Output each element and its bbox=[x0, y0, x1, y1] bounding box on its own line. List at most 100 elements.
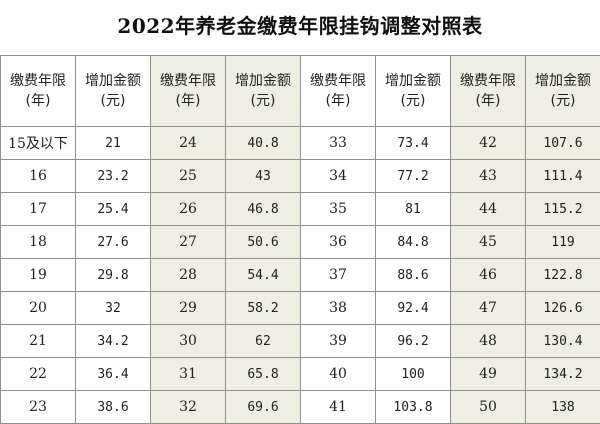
header-amount-label: 增加金额 bbox=[376, 71, 450, 91]
years-cell: 30 bbox=[151, 325, 226, 358]
amount-cell: 103.8 bbox=[376, 391, 451, 424]
header-amount-label: 增加金额 bbox=[76, 71, 150, 91]
amount-cell: 77.2 bbox=[376, 160, 451, 193]
table-row: 20 32 29 58.2 38 92.4 47 126.6 bbox=[1, 292, 600, 325]
years-cell: 49 bbox=[451, 358, 526, 391]
table-row: 17 25.4 26 46.8 35 81 44 115.2 bbox=[1, 193, 600, 226]
amount-cell: 73.4 bbox=[376, 127, 451, 160]
years-cell: 20 bbox=[1, 292, 76, 325]
amount-cell: 100 bbox=[376, 358, 451, 391]
amount-cell: 58.2 bbox=[226, 292, 301, 325]
header-years: 缴费年限(年) bbox=[301, 56, 376, 127]
years-cell: 38 bbox=[301, 292, 376, 325]
amount-cell: 119 bbox=[526, 226, 600, 259]
header-amount: 增加金额(元) bbox=[526, 56, 600, 127]
amount-cell: 134.2 bbox=[526, 358, 600, 391]
years-cell: 42 bbox=[451, 127, 526, 160]
amount-cell: 122.8 bbox=[526, 259, 600, 292]
amount-cell: 107.6 bbox=[526, 127, 600, 160]
years-cell: 37 bbox=[301, 259, 376, 292]
years-cell: 35 bbox=[301, 193, 376, 226]
header-amount-unit: (元) bbox=[526, 91, 600, 111]
amount-cell: 69.6 bbox=[226, 391, 301, 424]
years-cell: 31 bbox=[151, 358, 226, 391]
amount-cell: 84.8 bbox=[376, 226, 451, 259]
header-years: 缴费年限(年) bbox=[451, 56, 526, 127]
amount-cell: 50.6 bbox=[226, 226, 301, 259]
years-cell: 19 bbox=[1, 259, 76, 292]
table-row: 19 29.8 28 54.4 37 88.6 46 122.8 bbox=[1, 259, 600, 292]
years-cell: 33 bbox=[301, 127, 376, 160]
years-cell: 18 bbox=[1, 226, 76, 259]
header-amount: 增加金额(元) bbox=[376, 56, 451, 127]
years-cell: 25 bbox=[151, 160, 226, 193]
years-cell: 50 bbox=[451, 391, 526, 424]
amount-cell: 23.2 bbox=[76, 160, 151, 193]
years-cell: 23 bbox=[1, 391, 76, 424]
years-cell: 24 bbox=[151, 127, 226, 160]
years-cell: 43 bbox=[451, 160, 526, 193]
amount-cell: 65.8 bbox=[226, 358, 301, 391]
amount-cell: 32 bbox=[76, 292, 151, 325]
amount-cell: 36.4 bbox=[76, 358, 151, 391]
amount-cell: 29.8 bbox=[76, 259, 151, 292]
header-years-label: 缴费年限 bbox=[151, 71, 225, 91]
header-amount-unit: (元) bbox=[376, 91, 450, 111]
amount-cell: 92.4 bbox=[376, 292, 451, 325]
header-years-unit: (年) bbox=[1, 91, 75, 111]
amount-cell: 88.6 bbox=[376, 259, 451, 292]
years-cell: 21 bbox=[1, 325, 76, 358]
years-cell: 29 bbox=[151, 292, 226, 325]
page-title: 2022年养老金缴费年限挂钩调整对照表 bbox=[0, 10, 600, 42]
table-row: 16 23.2 25 43 34 77.2 43 111.4 bbox=[1, 160, 600, 193]
years-cell: 39 bbox=[301, 325, 376, 358]
years-cell: 40 bbox=[301, 358, 376, 391]
amount-cell: 81 bbox=[376, 193, 451, 226]
header-amount-label: 增加金额 bbox=[226, 71, 300, 91]
amount-cell: 111.4 bbox=[526, 160, 600, 193]
years-cell: 27 bbox=[151, 226, 226, 259]
years-cell: 34 bbox=[301, 160, 376, 193]
amount-cell: 54.4 bbox=[226, 259, 301, 292]
amount-cell: 138 bbox=[526, 391, 600, 424]
header-years-label: 缴费年限 bbox=[1, 71, 75, 91]
table-row: 15及以下 21 24 40.8 33 73.4 42 107.6 bbox=[1, 127, 600, 160]
amount-cell: 21 bbox=[76, 127, 151, 160]
amount-cell: 43 bbox=[226, 160, 301, 193]
header-amount: 增加金额(元) bbox=[76, 56, 151, 127]
years-cell: 32 bbox=[151, 391, 226, 424]
years-cell: 44 bbox=[451, 193, 526, 226]
amount-cell: 96.2 bbox=[376, 325, 451, 358]
header-years-unit: (年) bbox=[451, 91, 525, 111]
years-cell: 47 bbox=[451, 292, 526, 325]
header-amount: 增加金额(元) bbox=[226, 56, 301, 127]
amount-cell: 130.4 bbox=[526, 325, 600, 358]
years-cell: 36 bbox=[301, 226, 376, 259]
years-cell: 16 bbox=[1, 160, 76, 193]
years-cell: 17 bbox=[1, 193, 76, 226]
table-row: 22 36.4 31 65.8 40 100 49 134.2 bbox=[1, 358, 600, 391]
years-cell: 28 bbox=[151, 259, 226, 292]
amount-cell: 25.4 bbox=[76, 193, 151, 226]
header-years-unit: (年) bbox=[301, 91, 375, 111]
pension-adjustment-table: 缴费年限(年) 增加金额(元) 缴费年限(年) 增加金额(元) 缴费年限(年) … bbox=[0, 55, 600, 424]
amount-cell: 34.2 bbox=[76, 325, 151, 358]
amount-cell: 27.6 bbox=[76, 226, 151, 259]
years-cell: 22 bbox=[1, 358, 76, 391]
years-cell: 15及以下 bbox=[1, 127, 76, 160]
amount-cell: 126.6 bbox=[526, 292, 600, 325]
header-years: 缴费年限(年) bbox=[151, 56, 226, 127]
table-row: 21 34.2 30 62 39 96.2 48 130.4 bbox=[1, 325, 600, 358]
table-row: 18 27.6 27 50.6 36 84.8 45 119 bbox=[1, 226, 600, 259]
amount-cell: 115.2 bbox=[526, 193, 600, 226]
amount-cell: 62 bbox=[226, 325, 301, 358]
table-row: 23 38.6 32 69.6 41 103.8 50 138 bbox=[1, 391, 600, 424]
header-years-label: 缴费年限 bbox=[301, 71, 375, 91]
table-header-row: 缴费年限(年) 增加金额(元) 缴费年限(年) 增加金额(元) 缴费年限(年) … bbox=[1, 56, 600, 127]
years-cell: 46 bbox=[451, 259, 526, 292]
header-years-label: 缴费年限 bbox=[451, 71, 525, 91]
years-cell: 26 bbox=[151, 193, 226, 226]
amount-cell: 46.8 bbox=[226, 193, 301, 226]
header-years: 缴费年限(年) bbox=[1, 56, 76, 127]
amount-cell: 38.6 bbox=[76, 391, 151, 424]
